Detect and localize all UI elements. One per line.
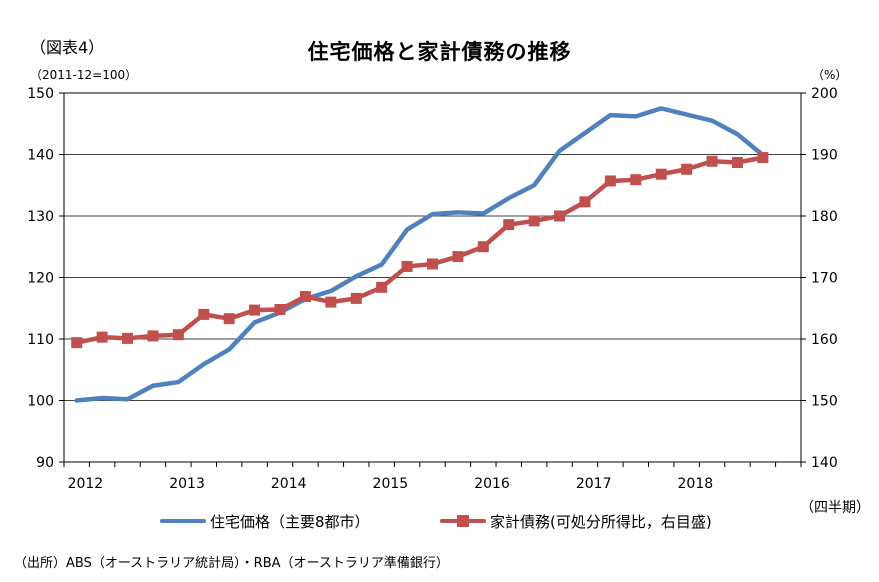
- y-left-tick-label: 140: [27, 148, 54, 164]
- data-point: [630, 174, 642, 186]
- legend-marker-household-debt: [457, 515, 469, 527]
- data-point: [401, 260, 413, 272]
- right-axis-unit: （%）: [812, 68, 848, 82]
- data-point: [706, 155, 718, 167]
- data-point: [503, 219, 515, 231]
- y-left-tick-label: 150: [27, 86, 54, 102]
- data-point: [147, 330, 159, 342]
- y-right-tick-label: 160: [811, 332, 838, 348]
- y-left-tick-label: 110: [27, 332, 54, 348]
- data-point: [325, 296, 337, 308]
- data-point: [427, 258, 438, 270]
- data-point: [452, 251, 464, 263]
- y-right-tick-label: 180: [811, 209, 838, 225]
- data-point: [96, 331, 108, 343]
- data-point: [122, 332, 134, 344]
- figure-label: （図表4）: [30, 38, 105, 57]
- y-left-tick-label: 90: [36, 455, 54, 471]
- left-axis-unit: （2011-12=100）: [30, 68, 138, 82]
- data-point: [731, 156, 743, 168]
- legend-item-household-debt: 家計債務(可処分所得比，右目盛): [440, 510, 712, 532]
- y-right-tick-label: 190: [811, 148, 838, 164]
- data-point: [274, 303, 286, 315]
- legend-label-household-debt: 家計債務(可処分所得比，右目盛): [490, 512, 712, 531]
- legend-item-housing-price: 住宅価格（主要8都市）: [160, 510, 370, 532]
- y-left-tick-label: 120: [27, 271, 54, 287]
- data-point: [299, 291, 311, 303]
- data-point: [681, 163, 693, 175]
- data-point: [249, 304, 261, 316]
- series-line-1: [74, 155, 766, 345]
- source-note: （出所）ABS（オーストラリア統計局）・RBA（オーストラリア準備銀行）: [14, 556, 449, 571]
- data-point: [350, 292, 362, 304]
- data-point: [71, 337, 83, 349]
- data-point: [223, 313, 235, 325]
- y-right-tick-label: 200: [811, 86, 838, 102]
- data-point: [172, 329, 184, 341]
- plot-frame: [63, 92, 802, 463]
- data-point: [554, 210, 566, 222]
- legend-swatch-housing-price: [160, 510, 206, 532]
- x-tick-label: 2014: [271, 476, 307, 492]
- series-line-0: [74, 106, 766, 403]
- data-point: [477, 241, 489, 253]
- x-tick-label: 2016: [474, 476, 510, 492]
- x-tick-label: 2018: [678, 476, 714, 492]
- legend-swatch-household-debt: [440, 510, 486, 532]
- chart-title: 住宅価格と家計債務の推移: [307, 40, 572, 64]
- data-point: [579, 196, 591, 208]
- data-point: [604, 175, 616, 187]
- y-right-tick-label: 140: [811, 455, 838, 471]
- x-tick-label: 2013: [169, 476, 205, 492]
- data-point: [376, 281, 388, 293]
- x-axis-note: （四半期）: [800, 500, 870, 516]
- y-right-tick-label: 150: [811, 394, 838, 410]
- legend-label-housing-price: 住宅価格（主要8都市）: [210, 512, 370, 531]
- x-tick-label: 2012: [68, 476, 104, 492]
- x-tick-label: 2015: [373, 476, 409, 492]
- legend-line-housing-price: [160, 519, 206, 523]
- data-point: [528, 215, 540, 227]
- x-tick-label: 2017: [576, 476, 612, 492]
- data-point: [655, 168, 667, 180]
- y-right-tick-label: 170: [811, 271, 838, 287]
- y-left-tick-label: 100: [27, 394, 54, 410]
- y-left-tick-label: 130: [27, 209, 54, 225]
- data-point: [757, 152, 769, 164]
- data-point: [198, 308, 210, 320]
